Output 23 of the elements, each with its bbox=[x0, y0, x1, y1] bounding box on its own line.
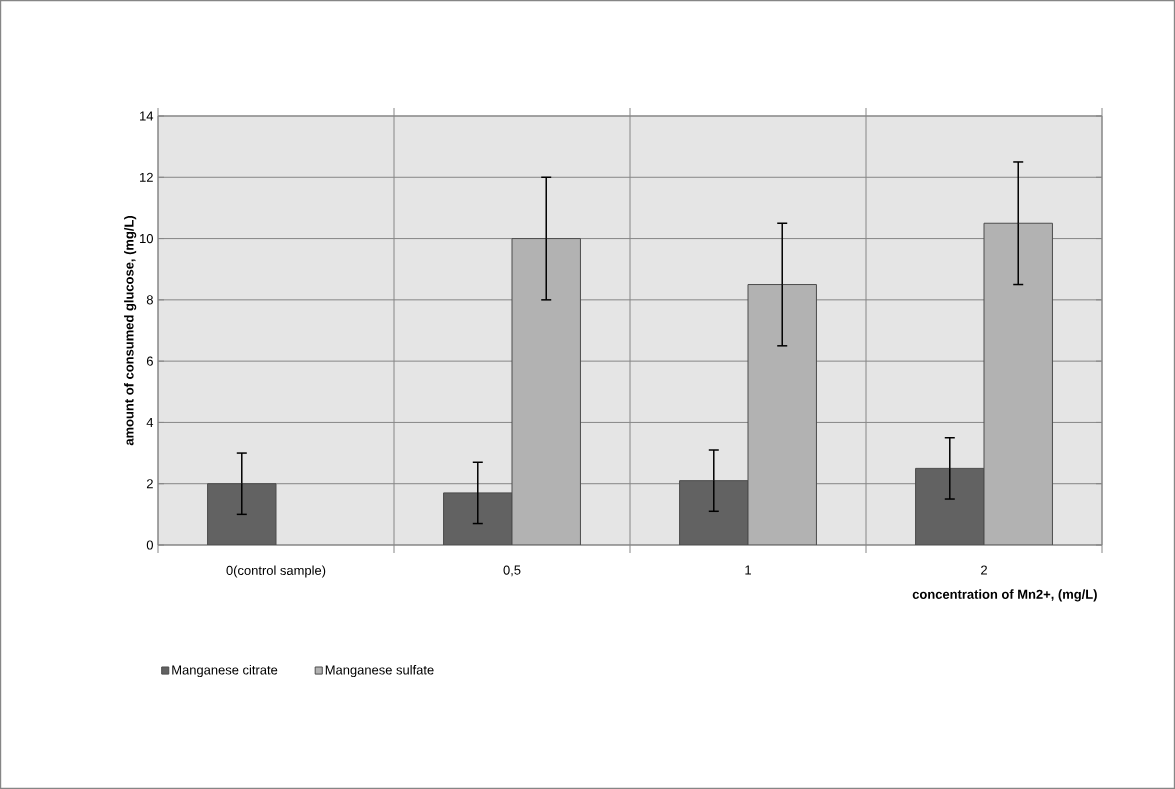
bar bbox=[207, 483, 277, 545]
x-tick-label: 0(control sample) bbox=[226, 565, 326, 578]
y-tick-label: 10 bbox=[140, 233, 153, 244]
y-tick-label: 8 bbox=[146, 295, 153, 305]
legend-label: Manganese citrate bbox=[172, 665, 278, 678]
x-axis-title: concentration of Mn2+, (mg/L) bbox=[912, 589, 1097, 602]
bar bbox=[983, 222, 1053, 545]
y-tick-label: 14 bbox=[140, 111, 154, 121]
y-tick-label: 0 bbox=[146, 540, 153, 550]
bar bbox=[747, 284, 817, 545]
bar bbox=[915, 467, 985, 545]
x-tick-label: 0,5 bbox=[503, 565, 521, 577]
y-axis-title: amount of consumed glucose, (mg/L) bbox=[124, 216, 137, 446]
bar bbox=[511, 238, 581, 545]
y-tick-label: 4 bbox=[146, 417, 154, 427]
y-tick-label: 6 bbox=[146, 356, 153, 366]
bar bbox=[679, 480, 749, 545]
y-tick-label: 2 bbox=[146, 479, 153, 489]
x-tick-label: 1 bbox=[745, 565, 751, 575]
legend-label: Manganese sulfate bbox=[325, 665, 434, 678]
y-tick-label: 12 bbox=[140, 172, 153, 182]
x-tick-label: 2 bbox=[981, 565, 987, 575]
bar bbox=[443, 492, 513, 545]
